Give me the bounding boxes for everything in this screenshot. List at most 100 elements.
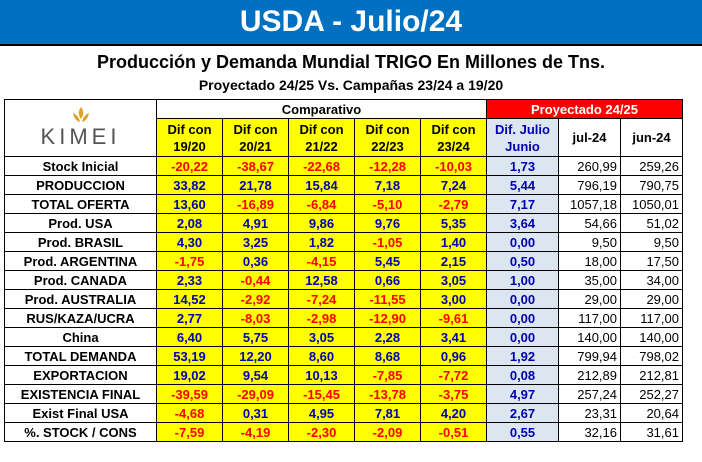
dif-julio-junio-cell: 0,08 [486,365,559,385]
dif-julio-junio-cell: 7,17 [486,194,559,214]
table-row: Prod. BRASIL 4,30 3,25 1,82 -1,05 1,40 0,00 9,5… [4,232,683,252]
row-label: Prod. BRASIL [4,232,157,252]
diff-cell: 7,18 [354,175,421,195]
diff-cell: 0,36 [222,251,289,271]
diff-cell: -10,03 [420,156,487,176]
diff-cell: -0,44 [222,270,289,290]
wheat-icon [72,107,89,122]
data-table: KIMEI Comparativo Proyectado 24/25 Dif c… [4,99,683,442]
diff-cell: 21,78 [222,175,289,195]
dif-julio-junio-cell: 0,00 [486,289,559,309]
header-line1: Dif con [431,121,476,137]
diff-cell: -1,75 [156,251,223,271]
row-label: %. STOCK / CONS [4,422,157,442]
diff-cell: 4,30 [156,232,223,252]
subtitle-main: Producción y Demanda Mundial TRIGO En Mi… [96,52,606,72]
diff-cell: -9,61 [420,308,487,328]
diff-cell: -39,59 [156,384,223,404]
dif-julio-junio-cell: 0,55 [486,422,559,442]
jul-value-cell: 18,00 [558,251,621,271]
diff-cell: 12,58 [288,270,355,290]
diff-cell: 2,33 [156,270,223,290]
diff-cell: -7,24 [288,289,355,309]
header-line1: Dif con [365,121,410,137]
diff-cell: -11,55 [354,289,421,309]
diff-cell: -20,22 [156,156,223,176]
header-line2: 21/22 [305,138,338,154]
jun-value-cell: 798,02 [620,346,683,366]
jul-value-cell: 257,24 [558,384,621,404]
diff-cell: -1,05 [354,232,421,252]
table-row: China 6,40 5,75 3,05 2,28 3,41 0,00 140,00 140,0… [4,327,683,347]
row-label: EXISTENCIA FINAL [4,384,157,404]
diff-cell: -7,72 [420,365,487,385]
dif-julio-junio-cell: 0,00 [486,308,559,328]
diff-cell: -15,45 [288,384,355,404]
row-label: PRODUCCION [4,175,157,195]
diff-cell: 1,40 [420,232,487,252]
diff-cell: 0,96 [420,346,487,366]
diff-cell: 9,86 [288,213,355,233]
jun-value-cell: 212,81 [620,365,683,385]
diff-cell: -7,85 [354,365,421,385]
diff-cell: 2,77 [156,308,223,328]
header-dif-col: Dif con 22/23 [354,118,421,157]
diff-cell: 8,68 [354,346,421,366]
diff-cell: -13,78 [354,384,421,404]
jul-value-cell: 1057,18 [558,194,621,214]
row-label: Exist Final USA [4,403,157,423]
diff-cell: 3,05 [420,270,487,290]
jun-value-cell: 259,26 [620,156,683,176]
jun-value-cell: 9,50 [620,232,683,252]
row-label: Stock Inicial [4,156,157,176]
diff-cell: 3,05 [288,327,355,347]
jun-value-cell: 34,00 [620,270,683,290]
dif-julio-junio-cell: 1,00 [486,270,559,290]
report-title: USDA - Julio/24 [0,0,702,46]
header-dif-col: Dif con 20/21 [222,118,289,157]
table-row: EXPORTACION 19,02 9,54 10,13 -7,85 -7,72 0,08 2… [4,365,683,385]
jun-value-cell: 29,00 [620,289,683,309]
diff-cell: 4,91 [222,213,289,233]
diff-cell: -4,19 [222,422,289,442]
jul-value-cell: 260,99 [558,156,621,176]
jun-value-cell: 252,27 [620,384,683,404]
header-line1: Dif con [299,121,344,137]
jul-value-cell: 117,00 [558,308,621,328]
diff-cell: -4,68 [156,403,223,423]
diff-cell: 6,40 [156,327,223,347]
diff-cell: -2,98 [288,308,355,328]
table-row: Prod. AUSTRALIA 14,52 -2,92 -7,24 -11,55 3,00… [4,289,683,309]
row-label: Prod. USA [4,213,157,233]
jul-value-cell: 23,31 [558,403,621,423]
jul-value-cell: 9,50 [558,232,621,252]
diff-cell: 3,25 [222,232,289,252]
diff-cell: 19,02 [156,365,223,385]
jun-value-cell: 140,00 [620,327,683,347]
header-proyectado: Proyectado 24/25 [486,99,683,119]
diff-cell: -2,09 [354,422,421,442]
diff-cell: -16,89 [222,194,289,214]
header-dif-julio-junio: Dif. Julio Junio [486,118,559,157]
kimei-logo: KIMEI [8,106,153,150]
diff-cell: 33,82 [156,175,223,195]
diff-cell: -38,67 [222,156,289,176]
logo-cell: KIMEI [4,99,157,157]
table-row: Prod. ARGENTINA -1,75 0,36 -4,15 5,45 2,15 0,5… [4,251,683,271]
jul-value-cell: 29,00 [558,289,621,309]
diff-cell: 9,76 [354,213,421,233]
header-dif-col: Dif con 23/24 [420,118,487,157]
dif-julio-junio-cell: 1,92 [486,346,559,366]
diff-cell: -12,90 [354,308,421,328]
table-row: Exist Final USA -4,68 0,31 4,95 7,81 4,20 2,67… [4,403,683,423]
diff-cell: -2,79 [420,194,487,214]
jun-value-cell: 20,64 [620,403,683,423]
jun-value-cell: 17,50 [620,251,683,271]
diff-cell: 0,66 [354,270,421,290]
diff-cell: 2,28 [354,327,421,347]
diff-cell: 8,60 [288,346,355,366]
header-jul: jul-24 [558,118,621,157]
table-row: Stock Inicial -20,22 -38,67 -22,68 -12,28 -10… [4,156,683,176]
jul-value-cell: 796,19 [558,175,621,195]
